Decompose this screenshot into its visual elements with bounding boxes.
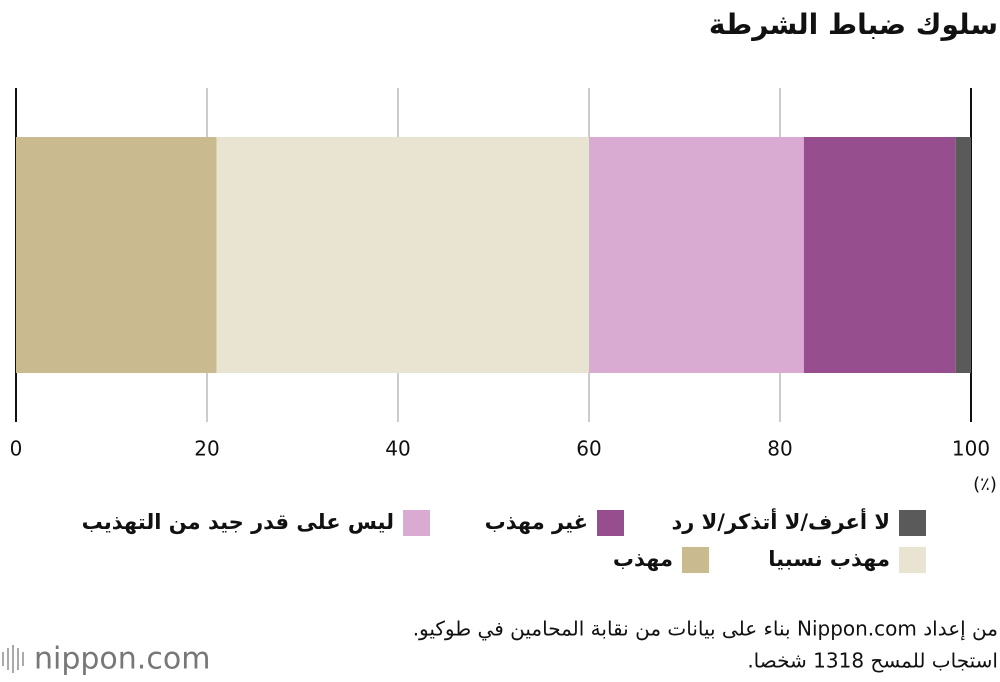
note: استجاب للمسح 1318 شخصا.	[747, 649, 998, 673]
x-tick-label: 40	[385, 437, 410, 461]
x-tick-label: 80	[767, 437, 792, 461]
legend-label: غير مهذب	[485, 510, 588, 534]
legend-swatch	[682, 547, 709, 573]
legend-label: ليس على قدر جيد من التهذيب	[82, 510, 394, 534]
bar-segment	[589, 137, 804, 373]
chart-title: سلوك ضباط الشرطة	[709, 8, 998, 41]
x-tick-label: 20	[194, 437, 219, 461]
bar-segment	[955, 137, 971, 373]
x-tick-label: 60	[576, 437, 601, 461]
x-unit: (٪)	[973, 474, 997, 495]
note: من إعداد Nippon.com بناء على بيانات من ن…	[413, 617, 998, 642]
x-tick-label: 0	[10, 437, 23, 461]
logo-icon	[2, 645, 24, 673]
x-tick-label: 100	[952, 437, 990, 461]
legend-label: مهذب	[613, 547, 673, 571]
legend-swatch	[899, 510, 926, 536]
legend-swatch	[597, 510, 624, 536]
legend-label: لا أعرف/لا أتذكر/لا رد	[671, 507, 890, 534]
legend-label: مهذب نسبيا	[768, 547, 890, 571]
legend-swatch	[403, 510, 430, 536]
bar-segment	[216, 137, 590, 373]
legend-swatch	[899, 547, 926, 573]
logo: nippon.com	[34, 642, 210, 677]
bar-segment	[803, 137, 956, 373]
bar-segment	[16, 137, 217, 373]
